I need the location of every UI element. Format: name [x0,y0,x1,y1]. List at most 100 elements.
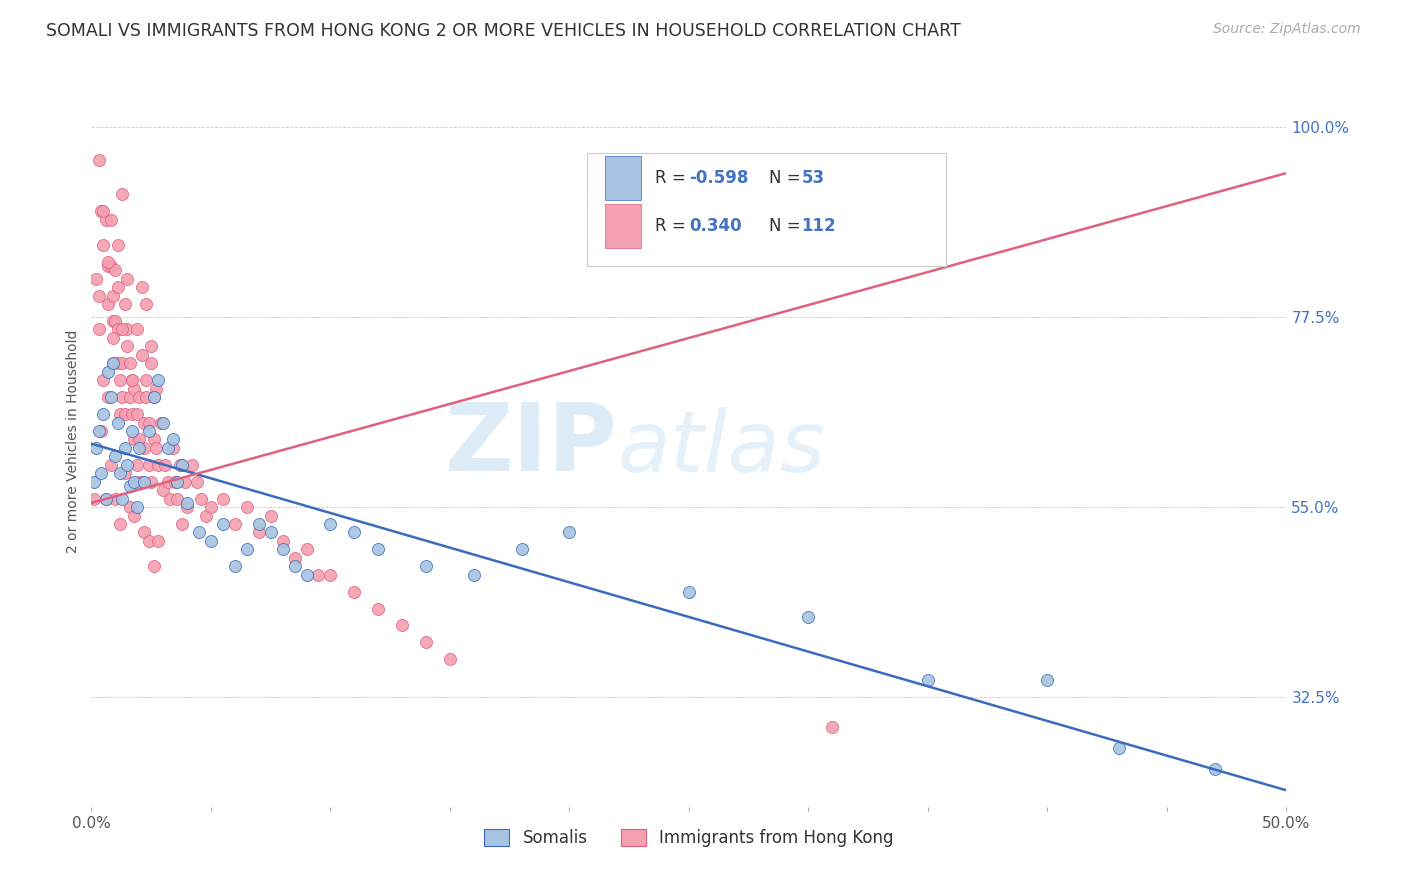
Point [148,533,170,548]
Point [190,491,212,506]
Point [84,441,107,455]
Point [87,153,110,168]
Text: 53: 53 [801,169,824,187]
Point [135,297,157,311]
Point [142,390,165,404]
Point [104,450,127,464]
Point [104,491,127,506]
Point [132,416,155,430]
Point [128,475,150,489]
Point [97,297,120,311]
Point [247,516,270,531]
Point [319,567,342,582]
Text: R =: R = [655,217,697,235]
Point [101,331,124,345]
Point [797,610,820,624]
Point [367,542,389,557]
Point [115,272,138,286]
Point [138,416,160,430]
Point [195,508,218,523]
Point [145,441,167,455]
Point [121,424,143,438]
Point [145,382,167,396]
Point [343,584,366,599]
Point [114,407,136,421]
Point [84,272,107,286]
Point [319,516,342,531]
Point [107,238,129,252]
Point [235,542,259,557]
Point [284,550,307,565]
Point [415,559,437,574]
Point [111,187,134,202]
Point [138,458,160,472]
Y-axis label: 2 or more Vehicles in Household: 2 or more Vehicles in Household [66,330,80,553]
Point [259,508,281,523]
Point [138,424,160,438]
Point [1108,741,1130,756]
Point [415,635,437,649]
Point [111,491,134,506]
Point [83,475,105,489]
Point [125,407,148,421]
Point [295,567,318,582]
Point [131,475,153,489]
Point [176,496,198,510]
Point [186,475,208,489]
Point [104,263,127,277]
Point [125,322,148,336]
Point [111,356,134,370]
Point [169,458,191,472]
Point [821,720,844,734]
Point [97,390,120,404]
Point [172,458,194,472]
FancyBboxPatch shape [588,153,946,266]
Point [295,542,318,557]
Point [108,373,131,387]
Point [131,280,153,294]
Point [148,373,170,387]
FancyBboxPatch shape [605,204,641,248]
Point [391,618,413,632]
Point [162,433,184,447]
Point [307,567,329,582]
Point [90,204,112,219]
Point [121,373,143,387]
Point [108,516,131,531]
Point [235,500,259,514]
Point [187,525,211,540]
Point [439,652,461,666]
Text: Source: ZipAtlas.com: Source: ZipAtlas.com [1213,22,1361,37]
Point [367,601,389,615]
Point [211,516,233,531]
Point [100,390,122,404]
Point [97,259,120,273]
Point [159,491,181,506]
Point [224,559,246,574]
Point [118,356,141,370]
Point [135,373,157,387]
Point [247,525,270,540]
Point [114,467,136,481]
Point [97,365,120,379]
Point [1036,673,1059,688]
Point [87,424,110,438]
Point [115,339,138,353]
Point [141,339,162,353]
Text: 112: 112 [801,217,837,235]
Point [118,390,141,404]
Text: R =: R = [655,169,692,187]
Point [107,322,129,336]
Legend: Somalis, Immigrants from Hong Kong: Somalis, Immigrants from Hong Kong [478,822,900,854]
Point [152,483,174,498]
Point [93,373,114,387]
Point [94,212,117,227]
Point [156,475,179,489]
Point [114,441,136,455]
Point [132,441,155,455]
Point [259,525,281,540]
Point [93,407,114,421]
Point [118,479,141,493]
Point [135,390,157,404]
Point [155,458,177,472]
